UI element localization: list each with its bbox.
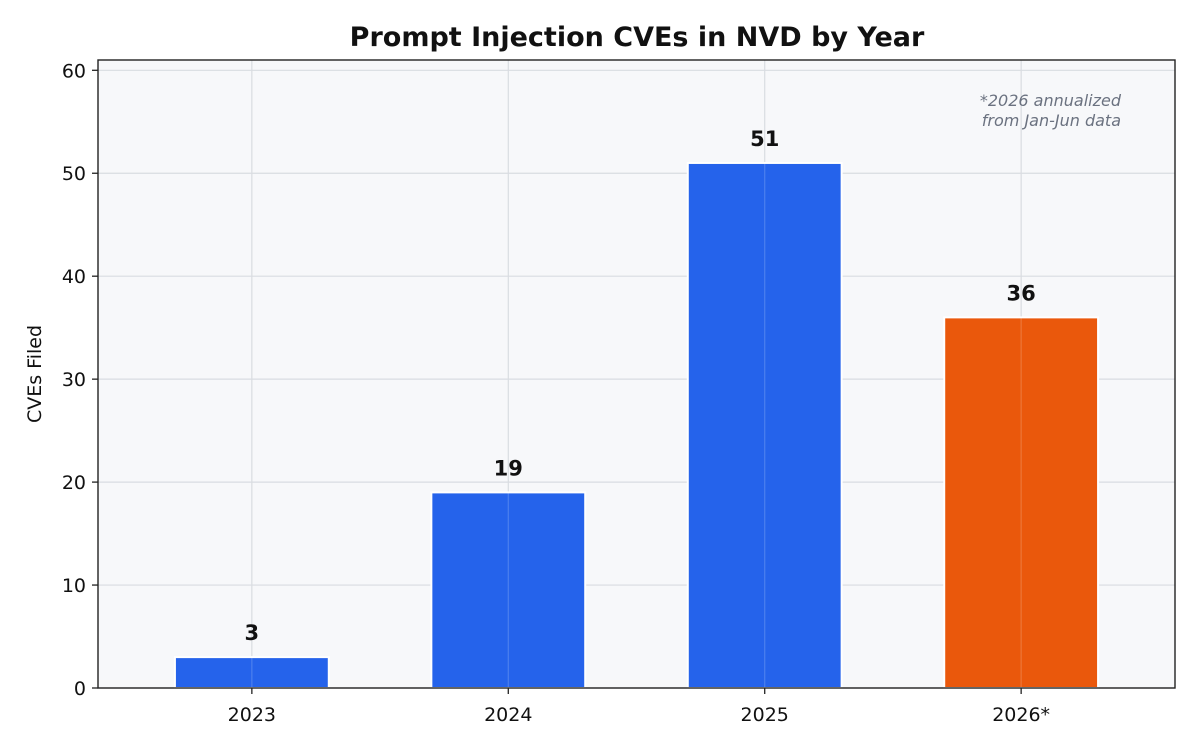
y-tick-label: 60 [62, 60, 86, 82]
y-tick-label: 30 [62, 369, 86, 391]
x-tick-label: 2023 [228, 704, 276, 726]
bar-value-label: 36 [1007, 281, 1036, 305]
y-tick-label: 0 [74, 678, 86, 700]
bar-2024 [430, 491, 587, 689]
axis-ticks: 0 10 20 30 40 50 60 2023 2024 2025 2026* [62, 60, 1050, 726]
bar-value-label: 3 [245, 621, 260, 645]
bar-2026-annualized [943, 316, 1100, 689]
y-tick-label: 50 [62, 163, 86, 185]
chart-title: Prompt Injection CVEs in NVD by Year [350, 22, 925, 53]
annotation-line: from Jan-Jun data [982, 111, 1121, 130]
bars [173, 161, 1100, 690]
x-tick-label: 2026* [992, 704, 1050, 726]
data-labels: 3 19 51 36 [245, 127, 1036, 645]
y-axis-label: CVEs Filed [24, 325, 46, 423]
plot-frame [97, 59, 1176, 689]
bar-value-label: 19 [494, 456, 523, 480]
annotation-line: *2026 annualized [980, 91, 1122, 110]
y-tick-label: 20 [62, 472, 86, 494]
y-tick-label: 40 [62, 266, 86, 288]
x-tick-label: 2024 [484, 704, 532, 726]
bar-value-label: 51 [750, 127, 779, 151]
x-tick-label: 2025 [741, 704, 789, 726]
y-tick-label: 10 [62, 575, 86, 597]
